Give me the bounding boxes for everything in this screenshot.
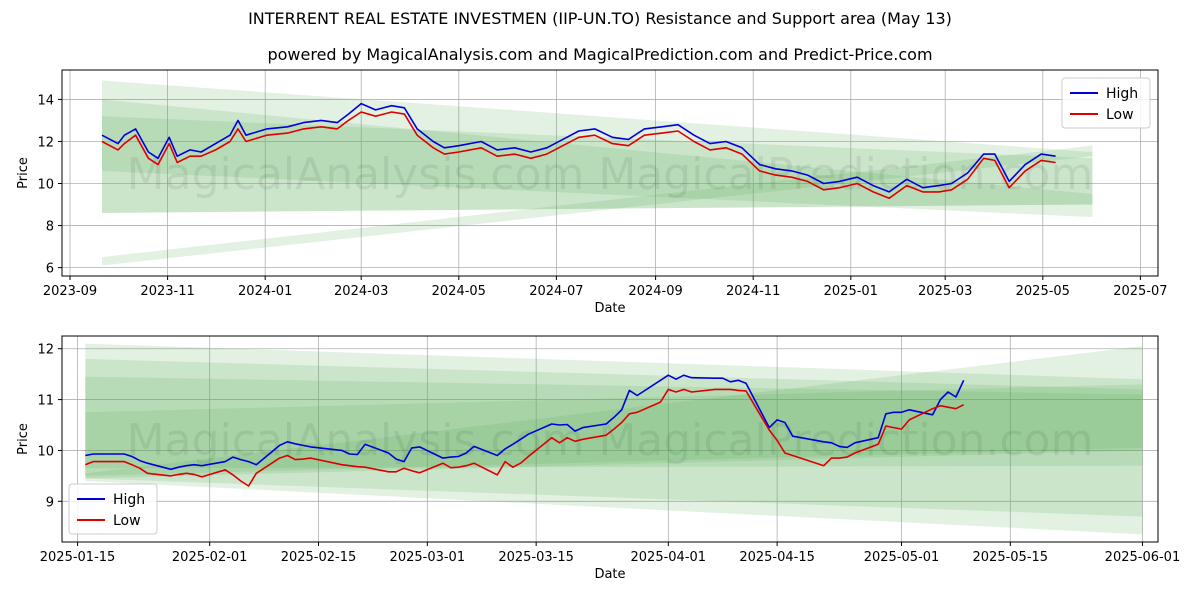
x-tick-label: 2024-07 [529, 284, 583, 299]
y-tick-label: 12 [37, 135, 54, 150]
y-tick-label: 9 [46, 495, 54, 510]
watermark: MagicalAnalysis.com MagicalPrediction.co… [127, 149, 1094, 200]
band-area [85, 343, 1143, 535]
x-tick-label: 2024-03 [334, 284, 388, 299]
support-resistance-bands [85, 343, 1143, 535]
legend-box [68, 483, 158, 535]
x-tick-label: 2024-01 [238, 284, 292, 299]
y-tick-label: 14 [37, 93, 54, 108]
x-tick-label: 2025-01 [824, 284, 878, 299]
chart-subtitle: powered by MagicalAnalysis.com and Magic… [267, 45, 933, 64]
y-tick-label: 11 [37, 394, 54, 409]
plot-1: MagicalAnalysis.com MagicalPrediction.co… [16, 69, 1168, 316]
y-tick-label: 10 [37, 444, 54, 459]
x-tick-label: 2023-11 [140, 284, 194, 299]
x-tick-label: 2024-09 [628, 284, 682, 299]
x-tick-label: 2025-01-15 [40, 550, 116, 565]
y-axis-label: Price [16, 423, 31, 455]
plot-2: MagicalAnalysis.com MagicalPrediction.co… [16, 335, 1181, 582]
x-tick-label: 2023-09 [43, 284, 97, 299]
x-tick-label: 2025-03-15 [498, 550, 574, 565]
series-low-line [101, 111, 1056, 199]
y-tick-label: 10 [37, 178, 54, 193]
y-tick-label: 12 [37, 343, 54, 358]
band-area [102, 145, 1093, 266]
x-tick-label: 2024-05 [432, 284, 486, 299]
x-tick-label: 2025-03 [918, 284, 972, 299]
y-tick-label: 6 [46, 262, 54, 277]
series-lines [101, 102, 1056, 199]
x-tick-label: 2025-06-01 [1105, 550, 1181, 565]
chart-title: INTERRENT REAL ESTATE INVESTMEN (IIP-UN.… [248, 9, 952, 28]
series-low-line [85, 388, 965, 487]
x-tick-label: 2025-04-15 [739, 550, 815, 565]
x-tick-label: 2025-05-01 [864, 550, 940, 565]
band-area [85, 358, 1143, 517]
legend-label-high: High [1106, 86, 1138, 102]
x-tick-label: 2025-03-01 [390, 550, 466, 565]
band-area [85, 376, 1143, 469]
watermark: MagicalAnalysis.com MagicalPrediction.co… [127, 415, 1094, 466]
series-lines [85, 374, 965, 487]
x-axis-label: Date [594, 567, 625, 582]
legend-label-low: Low [1106, 107, 1134, 123]
x-tick-label: 2024-11 [726, 284, 780, 299]
x-tick-label: 2025-07 [1113, 284, 1167, 299]
band-area [85, 346, 1143, 479]
legend: High Low [1061, 77, 1151, 129]
legend: High Low [68, 483, 158, 535]
y-axis-label: Price [16, 157, 31, 189]
band-area [102, 99, 1093, 213]
x-tick-label: 2025-04-01 [631, 550, 707, 565]
y-tick-label: 8 [46, 220, 54, 235]
x-tick-label: 2025-02-15 [281, 550, 357, 565]
axes-frame [61, 69, 1159, 277]
x-tick-label: 2025-02-01 [172, 550, 248, 565]
x-axis-label: Date [594, 301, 625, 316]
series-high-line [101, 102, 1056, 193]
x-tick-label: 2025-05-15 [973, 550, 1049, 565]
series-high-line [85, 374, 965, 471]
legend-label-low: Low [113, 513, 141, 529]
axes-frame [61, 335, 1159, 543]
band-area [102, 116, 1093, 218]
legend-label-high: High [113, 492, 145, 508]
legend-box [1061, 77, 1151, 129]
x-tick-label: 2025-05 [1016, 284, 1070, 299]
